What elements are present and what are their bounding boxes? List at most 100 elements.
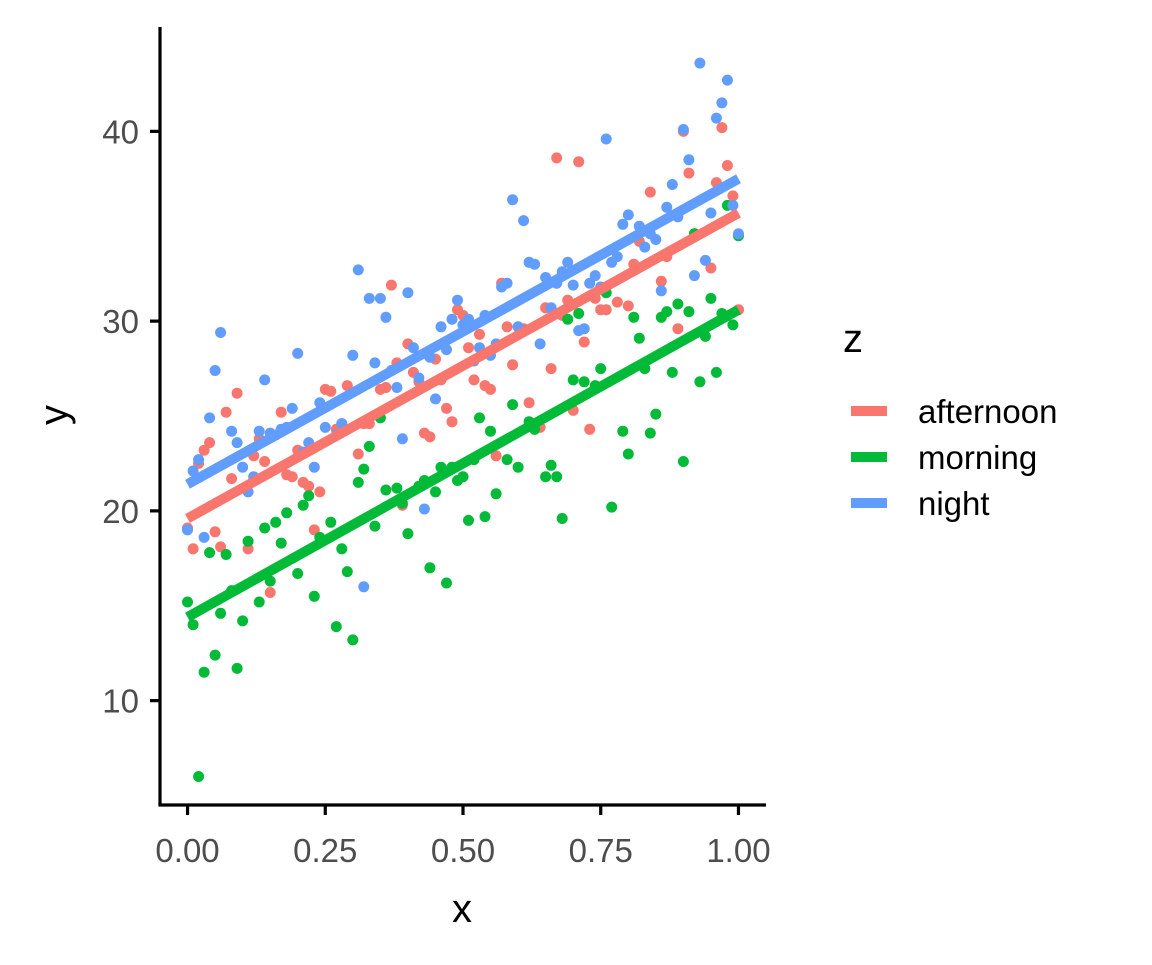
data-point-night	[694, 57, 706, 69]
data-point-night	[655, 285, 667, 297]
data-point-night	[430, 393, 441, 405]
data-point-afternoon	[507, 359, 519, 371]
data-point-morning	[622, 448, 634, 460]
data-point-night	[562, 256, 574, 268]
data-point-morning	[628, 311, 640, 323]
data-point-morning	[595, 363, 607, 375]
data-point-morning	[292, 568, 304, 579]
data-point-morning	[242, 535, 254, 547]
data-point-morning	[336, 543, 348, 555]
data-point-morning	[562, 313, 574, 325]
data-point-night	[363, 292, 375, 304]
data-point-afternoon	[220, 406, 232, 418]
data-point-afternoon	[231, 387, 243, 399]
data-point-afternoon	[446, 416, 458, 428]
data-point-afternoon	[264, 587, 276, 598]
data-point-afternoon	[275, 406, 287, 418]
data-point-afternoon	[644, 186, 656, 198]
data-point-morning	[556, 513, 568, 524]
data-point-morning	[727, 319, 739, 331]
data-point-afternoon	[727, 190, 739, 202]
data-point-night	[259, 374, 271, 386]
data-point-afternoon	[584, 423, 596, 435]
data-point-night	[529, 258, 541, 270]
y-ticks: 10 20 30 40	[102, 113, 160, 720]
data-point-night	[716, 97, 728, 109]
data-point-morning	[644, 427, 656, 439]
data-point-night	[452, 294, 463, 306]
legend: z afternoon morning night	[843, 317, 1057, 522]
trend-line-morning	[185, 305, 741, 622]
data-point-night	[578, 323, 590, 335]
data-point-night	[402, 287, 414, 299]
data-point-afternoon	[545, 363, 557, 375]
data-point-night	[501, 277, 513, 289]
data-point-night	[352, 264, 364, 276]
data-point-afternoon	[551, 152, 563, 164]
y-axis-title: y	[32, 405, 76, 425]
data-point-morning	[441, 577, 452, 589]
data-point-night	[204, 412, 216, 424]
data-point-afternoon	[485, 383, 496, 395]
data-point-morning	[430, 486, 441, 498]
data-point-night	[567, 279, 579, 291]
data-point-night	[446, 313, 458, 325]
data-point-morning	[264, 575, 276, 587]
data-point-morning	[617, 425, 629, 437]
data-point-night	[209, 365, 221, 376]
series-night	[182, 57, 744, 593]
data-point-morning	[567, 374, 579, 386]
data-point-afternoon	[303, 480, 315, 492]
data-point-afternoon	[490, 450, 502, 462]
data-point-afternoon	[187, 543, 199, 555]
data-point-morning	[330, 621, 342, 633]
data-point-morning	[672, 298, 684, 310]
data-point-night	[226, 425, 238, 437]
data-point-afternoon	[523, 397, 535, 409]
data-point-morning	[325, 516, 337, 528]
data-point-night	[319, 421, 331, 433]
y-tick-label: 10	[102, 683, 139, 720]
data-point-morning	[220, 549, 232, 560]
data-point-afternoon	[209, 526, 221, 538]
data-point-night	[705, 207, 717, 219]
data-point-morning	[507, 399, 519, 411]
data-point-morning	[501, 454, 513, 466]
data-point-night	[286, 402, 298, 414]
data-point-afternoon	[215, 541, 227, 553]
data-point-morning	[303, 490, 315, 502]
data-point-afternoon	[468, 374, 480, 386]
data-point-morning	[677, 456, 689, 467]
data-point-night	[187, 465, 199, 477]
data-point-night	[292, 347, 304, 359]
axes	[158, 27, 766, 807]
data-point-afternoon	[655, 275, 667, 287]
data-point-morning	[182, 596, 193, 608]
data-point-morning	[578, 376, 590, 388]
data-point-night	[534, 338, 546, 350]
data-point-afternoon	[573, 156, 585, 168]
data-point-morning	[253, 596, 265, 608]
series-morning	[182, 199, 744, 782]
data-point-morning	[490, 488, 502, 500]
data-point-night	[617, 218, 629, 230]
data-point-morning	[551, 471, 563, 483]
data-point-night	[198, 531, 210, 543]
legend-label-afternoon: afternoon	[918, 393, 1057, 430]
data-point-night	[688, 270, 700, 282]
data-point-night	[308, 461, 320, 473]
data-point-morning	[297, 499, 309, 511]
data-point-morning	[281, 507, 293, 519]
x-tick-label: 1.00	[706, 832, 770, 869]
trend-line-afternoon	[185, 208, 741, 523]
data-point-morning	[694, 376, 706, 388]
data-point-night	[396, 433, 408, 445]
data-point-night	[622, 209, 634, 221]
data-point-night	[231, 437, 243, 449]
data-point-afternoon	[385, 279, 397, 291]
data-point-morning	[215, 607, 227, 619]
data-point-night	[347, 349, 359, 361]
data-point-afternoon	[314, 486, 326, 498]
data-point-morning	[369, 520, 381, 532]
